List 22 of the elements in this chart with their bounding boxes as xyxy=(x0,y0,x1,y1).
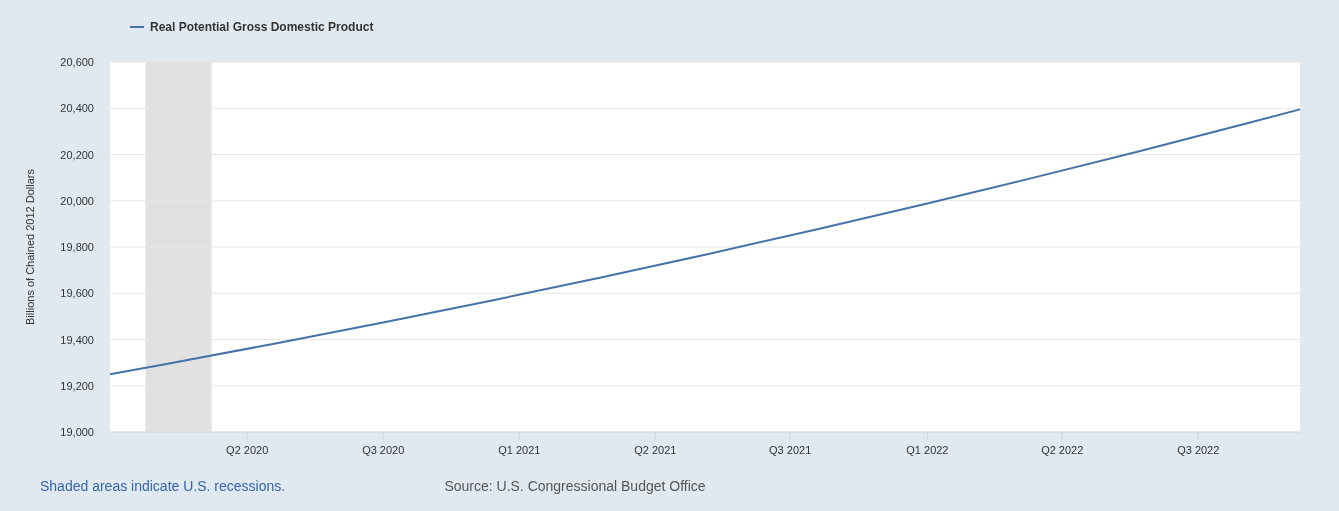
x-tick-label: Q2 2022 xyxy=(1041,444,1084,456)
source-note: Source: U.S. Congressional Budget Office xyxy=(444,478,706,494)
line-series xyxy=(109,108,1301,376)
y-tick-label: 19,200 xyxy=(60,379,94,392)
x-tick-label: Q2 2021 xyxy=(634,444,677,456)
x-tick-label: Q3 2021 xyxy=(769,444,812,456)
y-axis-title: Billions of Chained 2012 Dollars xyxy=(24,168,36,325)
x-tick-label: Q1 2022 xyxy=(906,444,949,456)
x-tick-label: Q3 2020 xyxy=(362,444,405,456)
y-tick-label: 19,400 xyxy=(60,333,94,346)
legend-label: Real Potential Gross Domestic Product xyxy=(150,20,374,34)
x-tick-label: Q3 2022 xyxy=(1177,444,1220,456)
y-tick-label: 20,000 xyxy=(60,194,94,207)
y-tick-label: 20,400 xyxy=(60,102,94,115)
y-tick-label: 19,800 xyxy=(60,241,94,253)
y-tick-label: 20,200 xyxy=(60,148,94,161)
y-tick-label: 20,600 xyxy=(60,56,94,68)
y-tick-label: 19,600 xyxy=(60,287,94,300)
x-tick-label: Q2 2020 xyxy=(226,444,269,456)
x-tick-label: Q1 2021 xyxy=(498,444,541,456)
text: Shaded areas indicate U.S. recessions. xyxy=(40,478,286,494)
y-tick-label: 19,000 xyxy=(60,426,94,438)
